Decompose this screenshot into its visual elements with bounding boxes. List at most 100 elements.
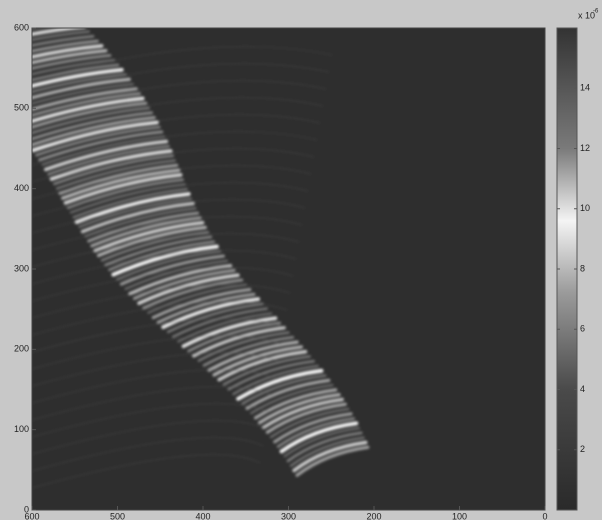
image-streak bbox=[104, 235, 213, 267]
x-tick-label: 400 bbox=[195, 511, 210, 520]
image-streak bbox=[32, 106, 151, 135]
image-faint-arc bbox=[32, 369, 276, 404]
image-streak bbox=[32, 77, 131, 100]
colorbar-tick-label: 6 bbox=[580, 324, 585, 334]
image-streak bbox=[32, 48, 108, 65]
y-tick-label: 600 bbox=[14, 22, 29, 32]
image-streak bbox=[232, 364, 319, 396]
image-streak bbox=[90, 216, 202, 248]
image-faint-arc bbox=[32, 46, 333, 81]
y-tick-label: 400 bbox=[14, 183, 29, 193]
image-faint-arc bbox=[32, 97, 324, 132]
colorbar-tick-label: 8 bbox=[580, 263, 585, 273]
image-streak bbox=[202, 335, 295, 367]
image-streak bbox=[192, 326, 286, 358]
image-faint-arc bbox=[32, 284, 291, 319]
image-faint-arc bbox=[32, 454, 261, 489]
image-streak bbox=[61, 168, 181, 200]
colorbar-tick-label: 10 bbox=[580, 203, 590, 213]
image-streak bbox=[35, 125, 161, 157]
colorbar-tick-label: 14 bbox=[580, 83, 590, 93]
image-streak bbox=[292, 440, 368, 473]
image-streak bbox=[49, 149, 173, 181]
image-faint-arc bbox=[32, 386, 273, 421]
image-streak bbox=[286, 431, 363, 463]
image-faint-arc bbox=[32, 352, 279, 387]
image-streak bbox=[166, 302, 264, 334]
image-streak bbox=[151, 287, 252, 320]
image-streak bbox=[181, 316, 278, 349]
colorbar-tick-label: 4 bbox=[580, 384, 585, 394]
image-streak bbox=[119, 254, 225, 286]
y-tick-label: 100 bbox=[14, 424, 29, 434]
image-streak bbox=[43, 139, 169, 172]
x-tick-label: 0 bbox=[542, 511, 547, 520]
y-tick-label: 0 bbox=[24, 504, 29, 514]
image-streak bbox=[32, 87, 138, 112]
image-faint-arc bbox=[32, 80, 327, 115]
image-faint-arc bbox=[32, 403, 270, 438]
image-faint-arc bbox=[32, 233, 300, 268]
colorbar-tick-label: 2 bbox=[580, 444, 585, 454]
image-streak bbox=[32, 111, 154, 141]
image-faint-arc bbox=[32, 267, 294, 302]
image-streak bbox=[74, 192, 191, 224]
image-faint-arc bbox=[32, 318, 285, 353]
image-streak bbox=[32, 115, 156, 147]
image-faint-arc bbox=[32, 148, 315, 183]
image-streak bbox=[72, 187, 188, 219]
image-streak bbox=[250, 383, 334, 415]
image-streak bbox=[32, 73, 127, 94]
image-streak bbox=[108, 240, 216, 272]
image-streak bbox=[147, 283, 247, 315]
image-streak bbox=[217, 349, 308, 382]
image-streak bbox=[197, 331, 290, 362]
image-streak bbox=[156, 292, 256, 324]
image-streak bbox=[236, 368, 324, 401]
colorbar-exponent: -6 bbox=[593, 9, 599, 15]
image-streak bbox=[222, 355, 311, 386]
image-faint-arc bbox=[32, 131, 318, 166]
image-streak bbox=[32, 34, 95, 47]
image-faint-arc bbox=[32, 420, 267, 455]
colorbar-tick-label: 12 bbox=[580, 143, 590, 153]
image-streak bbox=[137, 273, 240, 306]
image-faint-arc bbox=[32, 250, 297, 285]
image-faint-arc bbox=[32, 199, 306, 234]
image-faint-arc bbox=[32, 437, 264, 472]
image-streak bbox=[80, 201, 195, 234]
image-streak bbox=[63, 173, 183, 205]
image-streak bbox=[32, 92, 141, 117]
image-streak bbox=[283, 426, 361, 458]
image-streak bbox=[32, 30, 91, 42]
colorbar-scale: x 10 bbox=[578, 10, 595, 20]
y-tick-label: 500 bbox=[14, 103, 29, 113]
y-tick-label: 300 bbox=[14, 263, 29, 273]
image-streak bbox=[212, 345, 303, 377]
x-tick-label: 600 bbox=[24, 511, 39, 520]
image-streak bbox=[269, 407, 350, 439]
image-streak bbox=[253, 388, 338, 420]
image-faint-arc bbox=[32, 335, 282, 370]
x-tick-label: 300 bbox=[281, 511, 296, 520]
image-faint-arc bbox=[32, 216, 303, 251]
image-streak bbox=[161, 297, 261, 330]
image-content bbox=[32, 28, 370, 489]
x-tick-label: 100 bbox=[452, 511, 467, 520]
image-streak bbox=[87, 211, 200, 243]
image-streak bbox=[116, 250, 222, 281]
image-streak bbox=[47, 144, 170, 176]
image-streak bbox=[32, 53, 112, 70]
image-streak bbox=[187, 321, 282, 353]
image-streak bbox=[132, 268, 236, 301]
image-streak bbox=[128, 263, 233, 296]
image-streak bbox=[32, 101, 148, 129]
image-faint-arc bbox=[32, 114, 321, 149]
image-streak bbox=[279, 421, 359, 454]
image-streak bbox=[142, 278, 244, 310]
image-streak bbox=[96, 225, 207, 258]
image-streak bbox=[84, 207, 197, 238]
image-streak bbox=[207, 340, 299, 372]
image-streak bbox=[245, 378, 331, 410]
